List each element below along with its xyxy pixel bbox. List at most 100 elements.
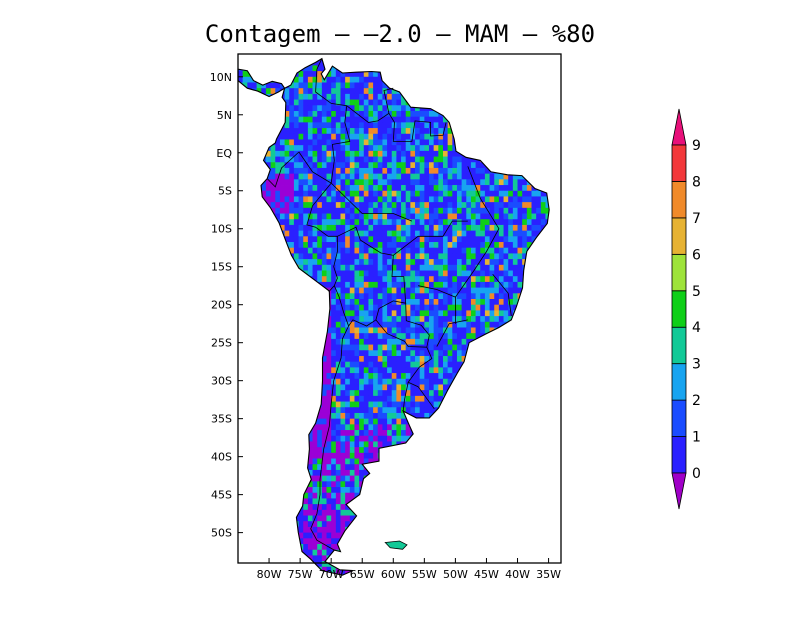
grid-cell [461,230,467,237]
grid-cell [438,287,444,294]
grid-cell [359,418,365,425]
grid-cell [349,224,355,232]
grid-cell [526,230,532,237]
grid-cell [345,316,351,323]
grid-cell [484,116,490,123]
grid-cell [489,179,495,186]
grid-cell [415,122,421,129]
grid-cell [373,418,379,425]
grid-cell [550,248,555,254]
grid-cell [391,219,397,226]
grid-cell [484,264,490,271]
grid-cell [284,390,290,397]
grid-cell [326,162,332,169]
grid-cell [242,401,248,408]
grid-cell [289,133,295,140]
grid-cell [275,156,281,163]
grid-cell [545,173,550,180]
grid-cell [251,384,258,391]
grid-cell [410,82,416,89]
grid-cell [415,373,421,380]
grid-cell [545,150,550,157]
grid-cell [279,355,285,363]
grid-cell [396,310,402,317]
grid-cell [368,219,374,226]
grid-cell [340,390,346,397]
grid-cell [326,156,332,163]
grid-cell [555,94,560,100]
grid-cell [559,316,564,322]
grid-cell [531,321,537,328]
grid-cell [466,373,472,380]
grid-cell [270,344,276,351]
grid-cell [522,213,528,220]
grid-cell [401,185,407,192]
grid-cell [298,116,304,123]
grid-cell [550,191,555,197]
grid-cell [247,93,253,100]
grid-cell [438,418,444,425]
grid-cell [317,196,323,203]
grid-cell [270,156,276,163]
grid-cell [373,133,379,140]
grid-cell [354,162,360,169]
grid-cell [293,390,299,397]
grid-cell [242,93,248,100]
grid-cell [480,207,486,214]
grid-cell [442,236,449,243]
grid-cell [405,299,411,306]
grid-cell [340,110,346,118]
grid-cell [354,71,360,78]
grid-cell [503,236,509,243]
grid-cell [261,418,267,425]
grid-cell [335,264,341,271]
grid-cell [526,270,532,277]
grid-cell [382,105,388,112]
grid-cell [391,88,397,95]
grid-cell [345,122,351,129]
grid-cell [456,207,463,214]
grid-cell [545,276,550,283]
grid-cell [494,424,500,431]
grid-cell [508,361,514,368]
grid-cell [284,133,290,140]
grid-cell [424,145,430,152]
grid-cell [354,150,360,157]
grid-cell [498,355,504,363]
grid-cell [265,458,272,465]
grid-cell [480,367,486,374]
grid-cell [526,58,532,61]
grid-cell [433,173,439,180]
grid-cell [498,344,504,351]
grid-cell [489,452,495,459]
grid-cell [438,122,444,129]
grid-cell [247,242,253,249]
grid-cell [522,293,528,300]
grid-cell [363,384,369,391]
grid-cell [303,133,309,140]
grid-cell [349,361,355,368]
grid-cell [284,384,290,391]
grid-cell [438,384,444,391]
grid-cell [359,293,365,300]
grid-cell [508,219,514,226]
grid-cell [284,156,290,163]
grid-cell [275,116,281,123]
grid-cell [401,253,407,260]
grid-cell [312,162,318,169]
grid-cell [331,310,337,317]
grid-cell [555,248,560,254]
grid-cell [349,452,355,459]
grid-cell [359,236,365,243]
grid-cell [555,447,560,453]
grid-cell [247,247,253,254]
grid-cell [368,430,374,437]
grid-cell [256,156,262,163]
grid-cell [484,418,490,425]
grid-cell [442,367,449,374]
grid-cell [396,430,402,437]
grid-cell [396,378,402,385]
grid-cell [307,230,313,237]
grid-cell [247,344,253,351]
grid-cell [405,105,411,112]
